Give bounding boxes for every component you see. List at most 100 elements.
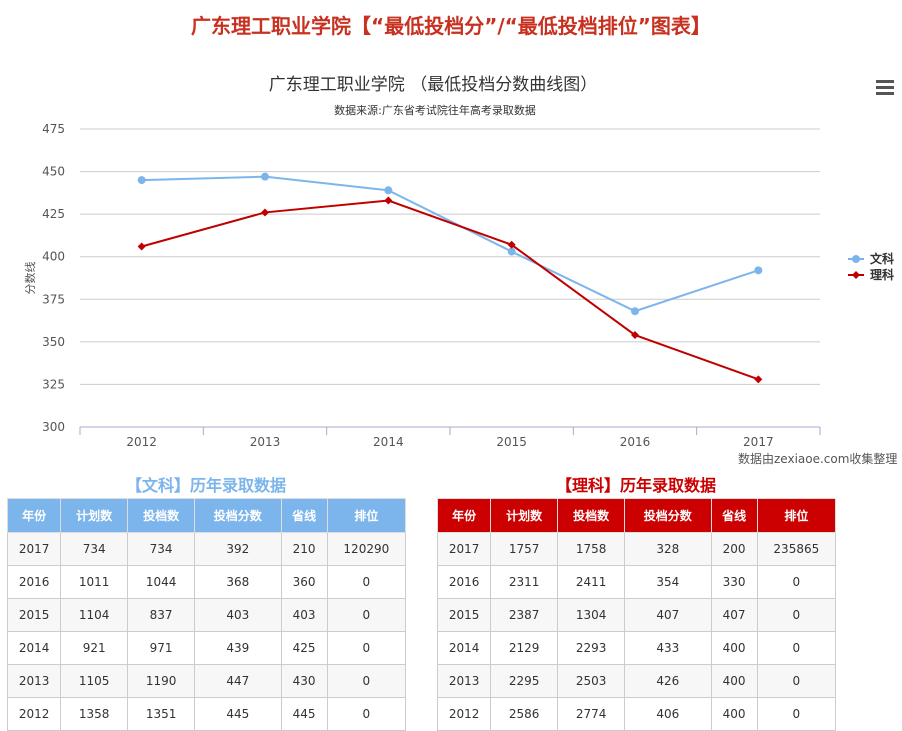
data-point (137, 242, 146, 251)
table-cell: 1757 (490, 532, 559, 566)
table-cell: 2586 (490, 697, 559, 731)
table-cell: 2015 (436, 598, 492, 632)
like-table-title: 【理科】历年录取数据 (555, 476, 716, 495)
wenke-table-title: 【文科】历年录取数据 (125, 476, 286, 495)
chart-menu-icon[interactable] (876, 80, 894, 98)
column-header: 年份 (6, 498, 62, 533)
chart-subtitle: 数据来源:广东省考试院往年高考录取数据 (334, 103, 536, 117)
table-cell: 734 (127, 532, 196, 566)
column-header: 省线 (280, 498, 328, 533)
table-cell: 2129 (490, 631, 559, 665)
data-point (261, 208, 269, 217)
line-chart: 广东理工职业学院 （最低投档分数曲线图） 数据来源:广东省考试院往年高考录取数据 3… (23, 75, 894, 449)
y-tick-label: 425 (42, 207, 65, 221)
table-cell: 2311 (490, 565, 559, 599)
table-cell: 1304 (557, 598, 626, 632)
table-cell: 368 (194, 565, 282, 599)
table-cell: 200 (710, 532, 758, 566)
table-cell: 837 (127, 598, 196, 632)
table-cell: 439 (194, 631, 282, 665)
data-point (507, 247, 516, 256)
table-cell: 0 (756, 664, 837, 698)
x-tick-label: 2017 (743, 435, 774, 449)
table-cell: 2295 (490, 664, 559, 698)
data-point (754, 266, 763, 275)
table-cell: 0 (756, 697, 837, 731)
table-row: 2012 2586 2774 406 400 0 (436, 697, 837, 731)
table-cell: 2016 (6, 565, 62, 599)
table-cell: 2503 (557, 664, 626, 698)
table-cell: 425 (280, 631, 328, 665)
data-point (384, 186, 393, 195)
table-cell: 2013 (6, 664, 62, 698)
column-header: 年份 (436, 498, 492, 533)
table-cell: 426 (624, 664, 712, 698)
table-cell: 1358 (60, 697, 129, 731)
y-tick-label: 475 (42, 122, 65, 136)
table-cell: 0 (756, 565, 837, 599)
table-cell: 2017 (6, 532, 62, 566)
chart-title: 广东理工职业学院 （最低投档分数曲线图） (269, 75, 597, 95)
like-table: 年份 计划数 投档数 投档分数 省线 排位 2017 1757 1758 328 200 235865… (436, 498, 837, 731)
table-cell: 407 (624, 598, 712, 632)
table-cell: 330 (710, 565, 758, 599)
table-cell: 2013 (436, 664, 492, 698)
table-cell: 0 (326, 631, 407, 665)
table-cell: 0 (326, 565, 407, 599)
table-cell: 2411 (557, 565, 626, 599)
table-cell: 2016 (436, 565, 492, 599)
table-row: 2017 1757 1758 328 200 235865 (436, 532, 837, 566)
table-row: 2017 734 734 392 210 120290 (6, 532, 407, 566)
table-cell: 0 (326, 697, 407, 731)
table-cell: 0 (326, 598, 407, 632)
series-line-1 (141, 199, 759, 381)
table-cell: 2014 (436, 631, 492, 665)
x-tick-label: 2013 (250, 435, 281, 449)
page-title: 广东理工职业学院【“最低投档分”/“最低投档排位”图表】 (191, 14, 711, 38)
column-header: 计划数 (490, 498, 559, 533)
y-tick-label: 325 (42, 377, 65, 391)
table-cell: 433 (624, 631, 712, 665)
column-header: 排位 (326, 498, 407, 533)
table-cell: 120290 (326, 532, 407, 566)
table-row: 2016 1011 1044 368 360 0 (6, 565, 407, 599)
table-cell: 1104 (60, 598, 129, 632)
table-cell: 2012 (6, 697, 62, 731)
column-header: 投档数 (557, 498, 626, 533)
column-header: 投档数 (127, 498, 196, 533)
table-cell: 210 (280, 532, 328, 566)
table-cell: 2017 (436, 532, 492, 566)
table-header-row: 年份 计划数 投档数 投档分数 省线 排位 (436, 498, 837, 533)
table-cell: 1190 (127, 664, 196, 698)
table-row: 2012 1358 1351 445 445 0 (6, 697, 407, 731)
table-cell: 235865 (756, 532, 837, 566)
table-cell: 430 (280, 664, 328, 698)
table-cell: 2774 (557, 697, 626, 731)
table-row: 2013 2295 2503 426 400 0 (436, 664, 837, 698)
table-cell: 360 (280, 565, 328, 599)
table-cell: 734 (60, 532, 129, 566)
x-tick-label: 2016 (620, 435, 651, 449)
y-tick-label: 400 (42, 250, 65, 264)
table-cell: 445 (194, 697, 282, 731)
table-cell: 400 (710, 664, 758, 698)
data-point (384, 196, 393, 205)
wenke-table: 年份 计划数 投档数 投档分数 省线 排位 2017 734 734 392 210 120290 20… (6, 498, 407, 731)
table-cell: 406 (624, 697, 712, 731)
table-cell: 2293 (557, 631, 626, 665)
column-header: 排位 (756, 498, 837, 533)
table-cell: 400 (710, 697, 758, 731)
table-cell: 0 (326, 664, 407, 698)
data-point (261, 172, 269, 181)
table-cell: 1011 (60, 565, 129, 599)
table-header-row: 年份 计划数 投档数 投档分数 省线 排位 (6, 498, 407, 533)
series-line-0 (141, 175, 759, 313)
table-cell: 407 (710, 598, 758, 632)
table-cell: 1758 (557, 532, 626, 566)
x-tick-label: 2012 (126, 435, 157, 449)
table-cell: 445 (280, 697, 328, 731)
table-cell: 354 (624, 565, 712, 599)
table-row: 2015 2387 1304 407 407 0 (436, 598, 837, 632)
y-tick-label: 300 (42, 420, 65, 434)
y-axis-label: 分数线 (23, 262, 37, 295)
